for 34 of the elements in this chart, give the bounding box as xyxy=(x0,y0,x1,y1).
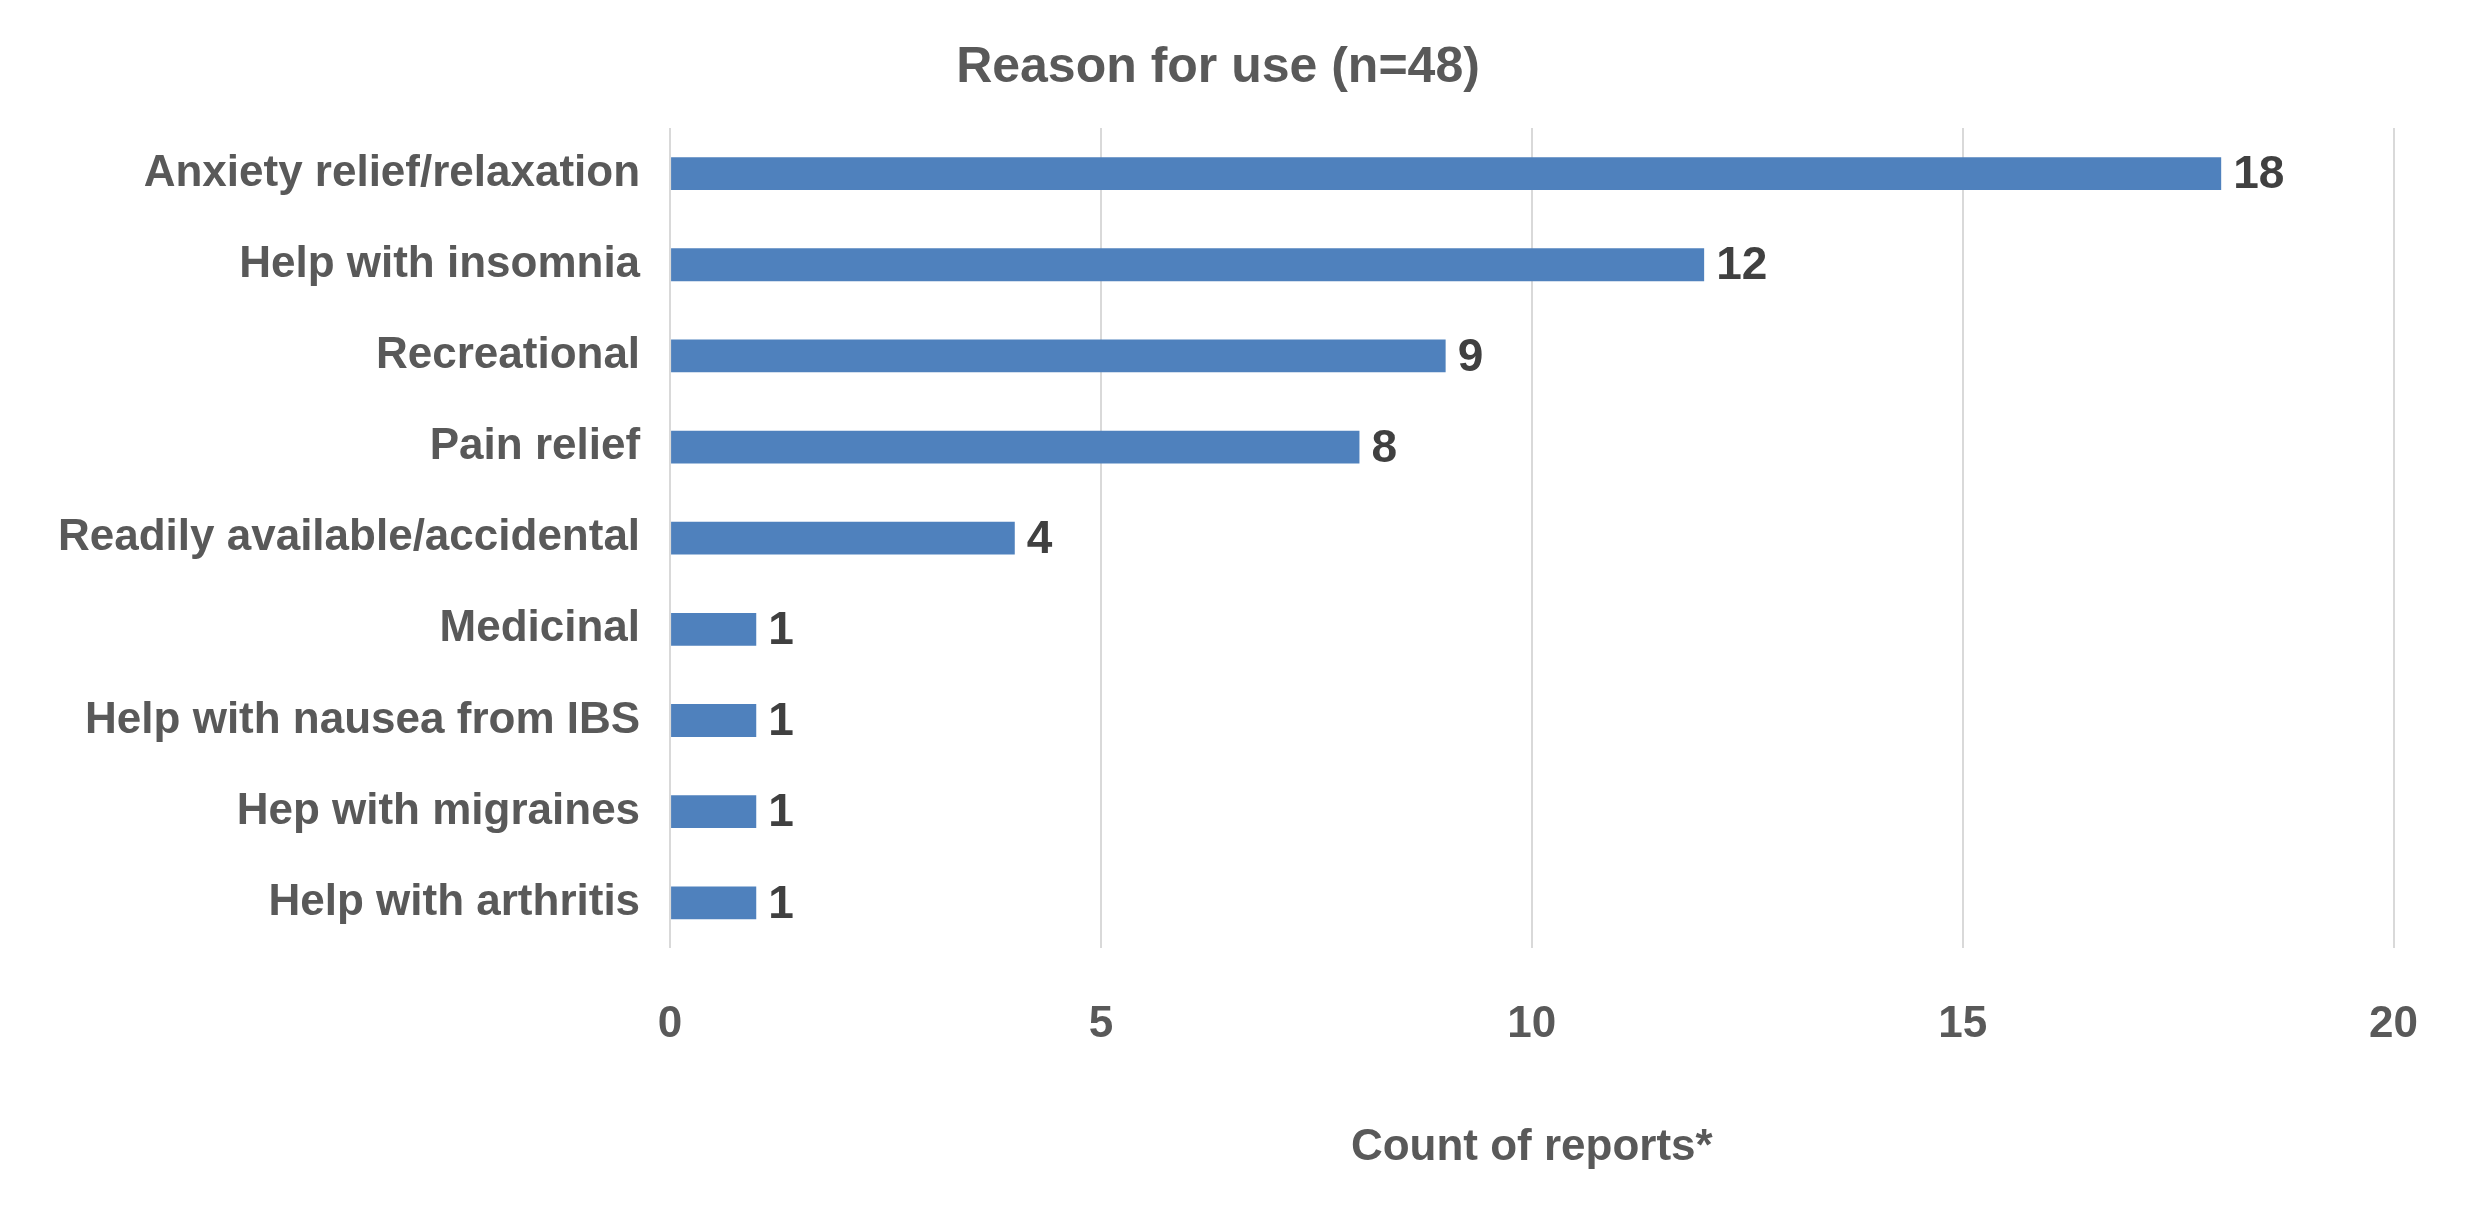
data-label: 4 xyxy=(1026,510,1053,563)
y-tick-label: Help with arthritis xyxy=(268,874,641,924)
y-tick-label: Pain relief xyxy=(429,419,641,469)
bar xyxy=(671,886,757,920)
x-tick-label: 5 xyxy=(1088,996,1114,1046)
bar xyxy=(671,612,757,646)
x-tick-label: 0 xyxy=(657,996,683,1046)
x-tick-label: 10 xyxy=(1507,996,1557,1046)
y-tick-label: Hep with migraines xyxy=(236,783,641,833)
bar xyxy=(671,704,757,737)
y-tick-label: Help with insomnia xyxy=(239,236,641,286)
x-tick-label: 15 xyxy=(1938,996,1988,1046)
bar xyxy=(671,521,1015,555)
x-axis-title: Count of reports* xyxy=(1350,1119,1714,1169)
bar xyxy=(671,248,1705,282)
data-label: 9 xyxy=(1457,328,1484,381)
data-label: 12 xyxy=(1716,237,1768,290)
y-tick-label: Help with nausea from IBS xyxy=(85,692,641,742)
y-tick-label: Recreational xyxy=(375,328,641,378)
data-label: 1 xyxy=(768,693,794,746)
data-label: 1 xyxy=(768,602,794,655)
y-tick-label: Anxiety relief/relaxation xyxy=(143,145,641,195)
bar xyxy=(671,430,1360,464)
y-tick-label: Medicinal xyxy=(439,601,641,651)
data-label: 8 xyxy=(1371,419,1398,472)
x-tick-label: 20 xyxy=(2369,996,2419,1046)
data-label: 18 xyxy=(2233,146,2285,199)
bar xyxy=(671,795,757,829)
y-tick-label: Readily available/accidental xyxy=(58,510,641,560)
data-label: 1 xyxy=(768,875,794,928)
bar xyxy=(671,157,2222,190)
data-label: 1 xyxy=(768,784,794,837)
bar xyxy=(671,339,1446,373)
chart-title: Reason for use (n=48) xyxy=(956,36,1480,93)
